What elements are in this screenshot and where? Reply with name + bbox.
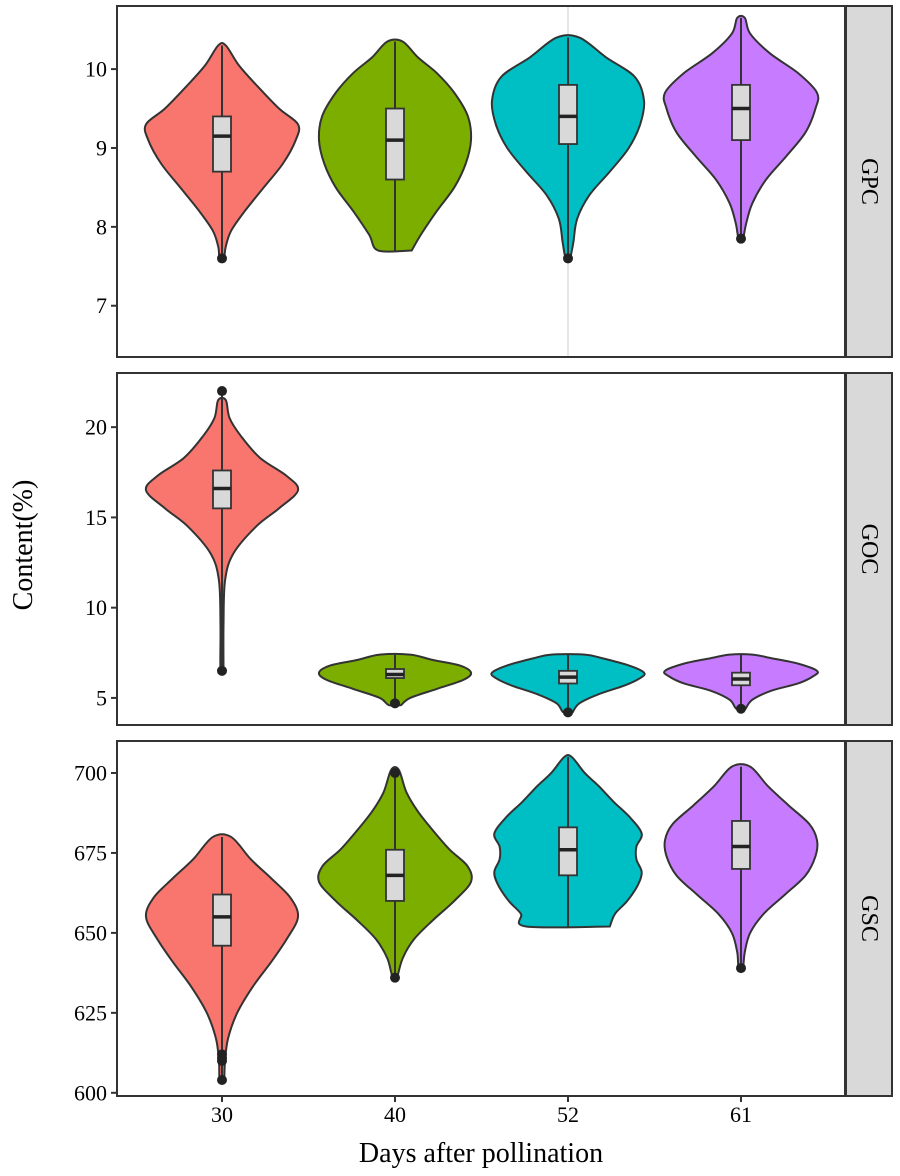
strip-label: GSC [856, 895, 882, 942]
y-tick-label: 600 [74, 1080, 107, 1105]
y-tick-label: 10 [85, 57, 107, 82]
iqr-box [558, 83, 578, 145]
violin-gsc-30 [144, 833, 300, 1086]
y-tick-label: 7 [96, 293, 107, 318]
strip-label: GPC [856, 158, 882, 205]
violin-goc-52 [490, 653, 646, 718]
y-tick-label: 5 [96, 685, 107, 710]
violin-gpc-30 [143, 41, 301, 264]
x-tick-label: 30 [211, 1102, 233, 1127]
y-tick-label: 650 [74, 920, 107, 945]
iqr-box [731, 83, 751, 141]
strip-label: GOC [856, 524, 882, 575]
outlier-point [563, 253, 573, 264]
violin-goc-61 [663, 653, 819, 714]
violin-gsc-61 [663, 763, 819, 974]
outlier-point [390, 698, 400, 709]
panel-gpc: GPC 7 8 9 10 [85, 5, 893, 358]
outlier-point [736, 963, 746, 974]
panel-goc: GOC 5 10 15 20 [85, 372, 893, 726]
iqr-box [385, 107, 405, 181]
y-tick-label: 9 [96, 135, 107, 160]
y-axis-title: Content(%) [8, 480, 39, 611]
outlier-point [736, 703, 746, 714]
outlier-point [217, 1075, 227, 1086]
strip-background [845, 5, 893, 358]
iqr-box [212, 893, 232, 947]
outlier-point [390, 767, 400, 778]
x-axis-title: Days after pollination [359, 1138, 603, 1169]
y-tick-label: 675 [74, 840, 107, 865]
outlier-point [736, 233, 746, 244]
violin-gsc-40 [317, 765, 473, 983]
strip-background [845, 372, 893, 726]
outlier-point [217, 665, 227, 676]
panel-gsc: GSC 600 625 650 675 700 [74, 740, 893, 1105]
violin-gpc-40 [317, 38, 473, 253]
iqr-box [212, 115, 232, 173]
strip-background [845, 740, 893, 1097]
outlier-point [217, 1049, 227, 1060]
x-tick-label: 40 [384, 1102, 406, 1127]
outlier-point [217, 386, 227, 397]
y-tick-label: 10 [85, 595, 107, 620]
violin-goc-40 [317, 652, 473, 709]
y-tick-label: 625 [74, 1000, 107, 1025]
outlier-point [563, 707, 573, 718]
x-tick-label: 52 [557, 1102, 579, 1127]
violin-goc-30 [144, 386, 300, 676]
violin-gsc-52 [493, 754, 643, 929]
outlier-point [390, 972, 400, 983]
y-tick-label: 20 [85, 415, 107, 440]
violin-gpc-52 [490, 34, 646, 264]
y-tick-label: 8 [96, 214, 107, 239]
y-tick-label: 700 [74, 760, 107, 785]
y-tick-label: 15 [85, 505, 107, 530]
outlier-point [217, 253, 227, 264]
violin-gpc-61 [662, 14, 820, 244]
x-tick-label: 61 [730, 1102, 752, 1127]
